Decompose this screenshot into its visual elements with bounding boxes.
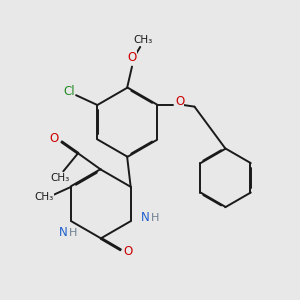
- Text: CH₃: CH₃: [34, 192, 54, 202]
- Text: Cl: Cl: [63, 85, 75, 98]
- Text: O: O: [50, 132, 59, 145]
- Text: N: N: [141, 212, 150, 224]
- Text: CH₃: CH₃: [50, 173, 70, 184]
- Text: O: O: [128, 51, 136, 64]
- Text: H: H: [69, 228, 77, 238]
- Text: N: N: [58, 226, 68, 239]
- Text: CH₃: CH₃: [134, 35, 153, 45]
- Text: O: O: [123, 245, 132, 258]
- Text: H: H: [151, 213, 159, 223]
- Text: O: O: [175, 94, 184, 108]
